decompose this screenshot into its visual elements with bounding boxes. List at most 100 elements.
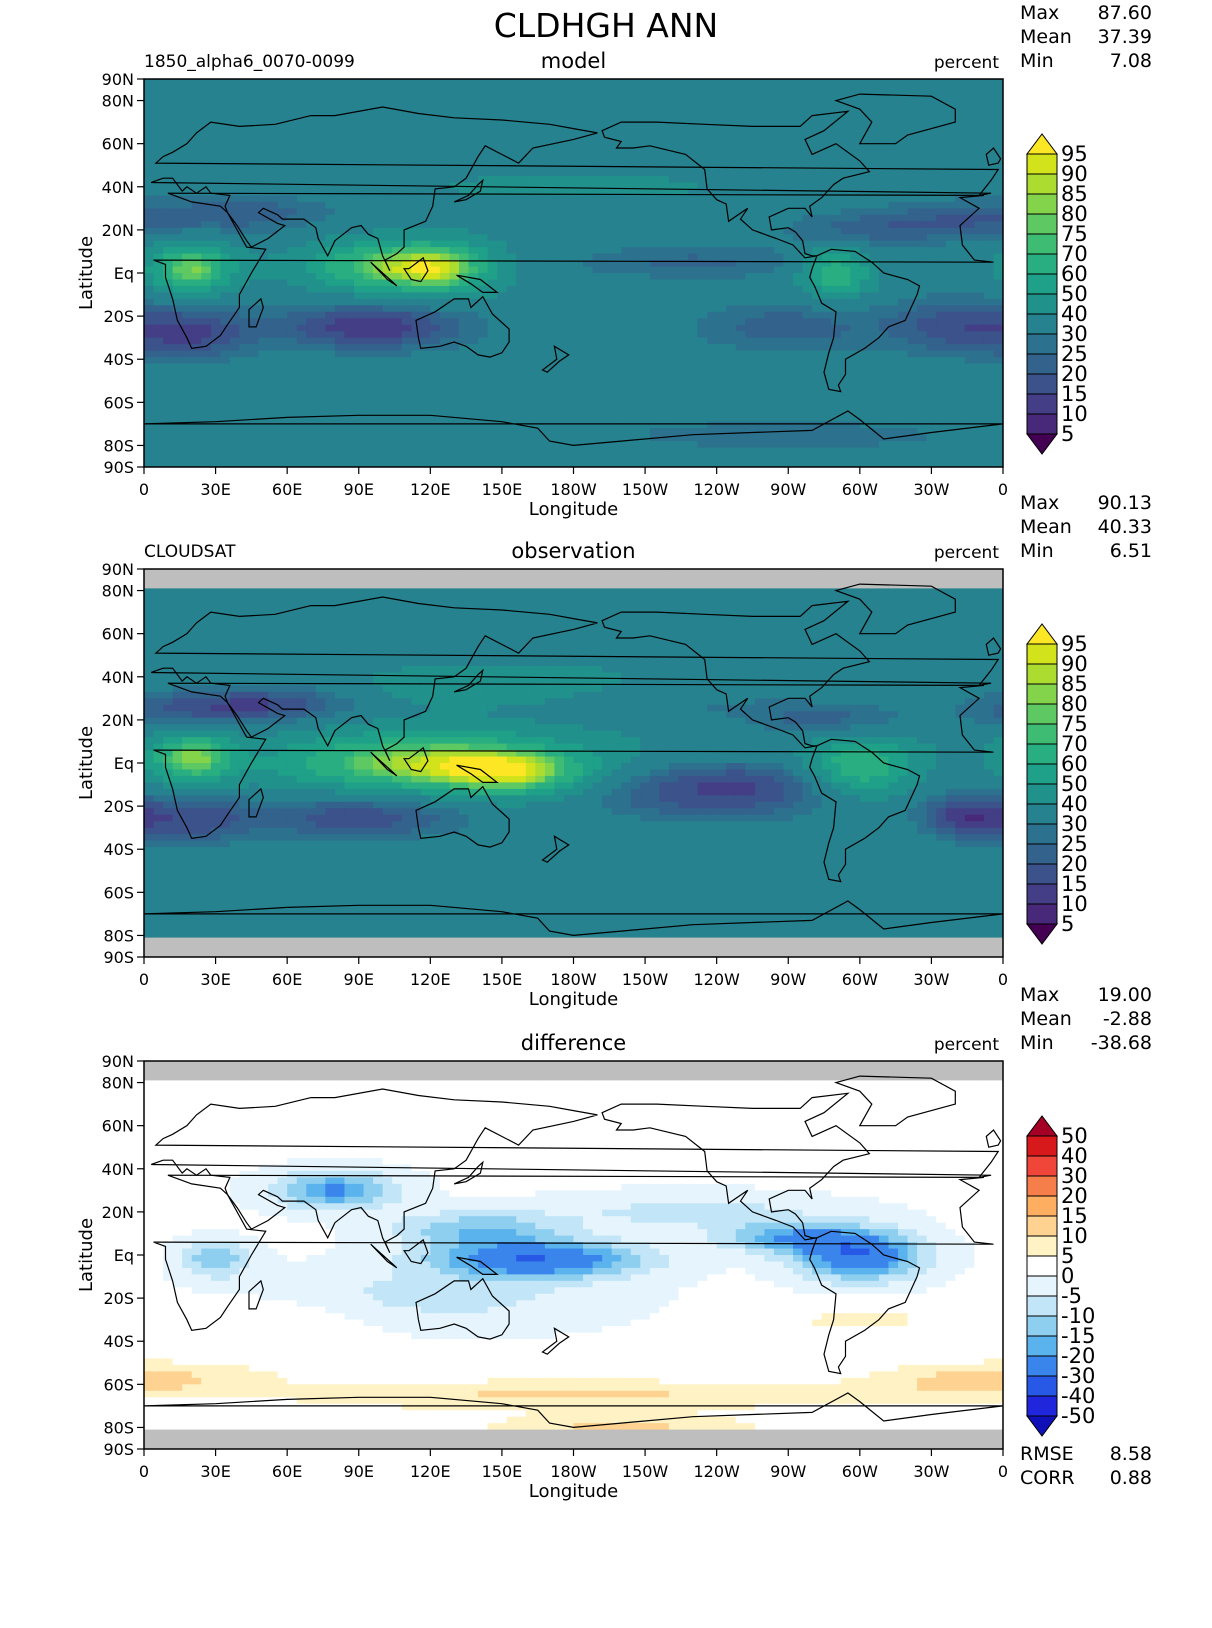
field-cell	[506, 214, 517, 222]
field-cell	[678, 357, 689, 365]
field-cell	[878, 415, 890, 423]
field-cell	[993, 382, 1003, 390]
field-cell	[306, 143, 317, 151]
field-cell	[163, 79, 174, 87]
field-cell	[306, 195, 317, 203]
field-cell	[172, 214, 183, 222]
field-cell	[277, 279, 288, 287]
field-cell	[563, 428, 575, 436]
field-cell	[831, 370, 842, 378]
field-cell	[611, 285, 622, 293]
field-cell	[258, 324, 269, 332]
field-cell	[745, 428, 756, 436]
field-cell	[888, 324, 899, 332]
field-cell	[793, 337, 804, 345]
field-cell	[831, 111, 842, 119]
field-cell	[735, 234, 746, 242]
field-cell	[707, 117, 718, 125]
field-cell	[630, 350, 641, 358]
field-cell	[239, 382, 250, 390]
field-cell	[764, 382, 775, 390]
field-cell	[439, 311, 451, 319]
field-cell	[754, 156, 765, 164]
field-cell	[936, 247, 947, 255]
field-cell	[229, 421, 241, 429]
field-cell	[506, 85, 517, 93]
field-cell	[563, 195, 575, 203]
field-cell	[201, 91, 212, 99]
field-cell	[602, 208, 613, 216]
field-cell	[783, 279, 794, 287]
field-cell	[344, 273, 355, 281]
field-cell	[888, 111, 899, 119]
field-cell	[821, 156, 832, 164]
field-cell	[449, 188, 460, 196]
field-cell	[621, 331, 632, 339]
field-cell	[754, 150, 765, 158]
field-cell	[850, 79, 861, 87]
field-cell	[859, 305, 870, 313]
field-cell	[497, 273, 508, 281]
field-cell	[993, 311, 1003, 319]
field-cell	[563, 234, 575, 242]
field-cell	[268, 188, 279, 196]
field-cell	[735, 402, 746, 410]
field-cell	[630, 79, 641, 87]
field-cell	[210, 434, 221, 442]
field-cell	[353, 331, 365, 339]
field-cell	[277, 234, 288, 242]
field-cell	[764, 266, 775, 274]
field-cell	[640, 318, 651, 326]
field-cell	[802, 370, 813, 378]
field-cell	[325, 415, 336, 423]
field-cell	[392, 415, 403, 423]
field-cell	[497, 169, 508, 177]
field-cell	[611, 253, 622, 261]
field-cell	[735, 324, 746, 332]
field-cell	[659, 208, 670, 216]
field-cell	[726, 305, 737, 313]
field-cell	[850, 156, 861, 164]
field-cell	[592, 79, 603, 87]
field-cell	[668, 344, 680, 352]
field-cell	[907, 273, 918, 281]
field-cell	[506, 137, 517, 145]
field-cell	[964, 85, 975, 93]
field-cell	[478, 227, 489, 235]
field-cell	[888, 298, 899, 306]
field-cell	[697, 415, 708, 423]
field-cell	[210, 91, 221, 99]
field-cell	[888, 208, 899, 216]
field-cell	[707, 305, 718, 313]
field-cell	[649, 318, 660, 326]
field-cell	[334, 408, 346, 416]
field-cell	[144, 434, 155, 442]
field-cell	[191, 408, 202, 416]
field-cell	[659, 130, 670, 138]
field-cell	[659, 150, 670, 158]
field-cell	[306, 208, 317, 216]
field-cell	[783, 104, 794, 112]
field-cell	[144, 85, 155, 93]
field-cell	[773, 324, 785, 332]
field-cell	[697, 91, 708, 99]
field-cell	[745, 350, 756, 358]
field-cell	[172, 130, 183, 138]
field-cell	[688, 260, 699, 268]
field-cell	[468, 434, 479, 442]
field-cell	[315, 91, 326, 99]
field-cell	[602, 85, 613, 93]
field-cell	[955, 363, 966, 371]
field-cell	[630, 234, 641, 242]
field-cell	[191, 124, 202, 132]
field-cell	[239, 415, 250, 423]
field-cell	[898, 363, 909, 371]
field-cell	[334, 421, 346, 429]
field-cell	[812, 311, 823, 319]
field-cell	[983, 331, 995, 339]
field-cell	[563, 98, 575, 106]
field-cell	[210, 292, 221, 300]
field-cell	[373, 324, 384, 332]
field-cell	[831, 221, 842, 229]
field-cell	[831, 124, 842, 132]
